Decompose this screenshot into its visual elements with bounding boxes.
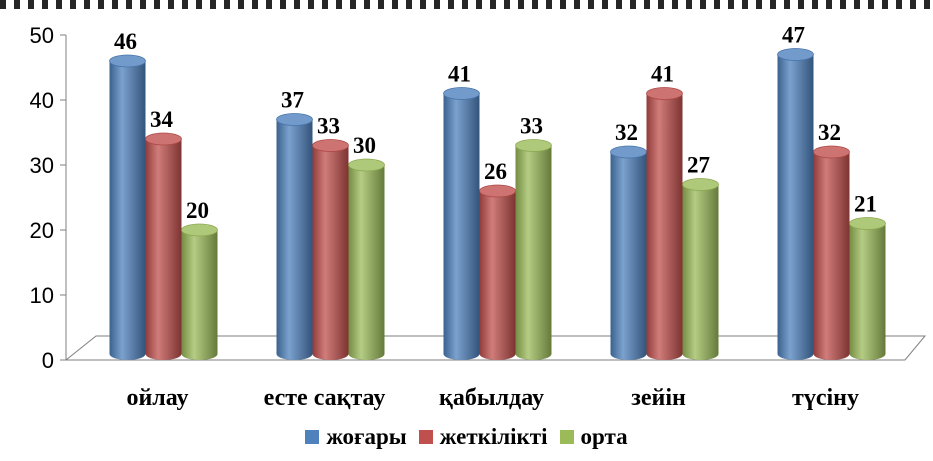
bar-body [312, 145, 349, 360]
data-label: 30 [353, 133, 376, 158]
bar-body [813, 152, 850, 360]
data-label: 46 [114, 29, 137, 54]
y-tick-label: 10 [30, 283, 54, 308]
data-label: 47 [782, 23, 805, 48]
bar-top [610, 145, 647, 159]
bar-body [145, 139, 182, 360]
bar-3-4 [682, 178, 719, 360]
legend-swatch [418, 430, 433, 444]
bar-body [777, 54, 814, 360]
legend-item: орта [559, 424, 628, 450]
data-label: 37 [281, 88, 304, 113]
bar-top [348, 158, 385, 172]
bar-3-1 [181, 223, 218, 360]
bar-body [181, 230, 218, 360]
bar-body [479, 191, 516, 360]
category-label: есте сақтау [264, 385, 386, 411]
data-label: 33 [520, 114, 543, 139]
y-tick-label: 30 [30, 153, 54, 178]
category-label: түсіну [792, 385, 859, 411]
y-tick-label: 20 [30, 218, 54, 243]
bar-top [682, 178, 719, 191]
bar-top [515, 139, 552, 152]
legend: жоғары жеткілікті орта [0, 424, 933, 450]
bar-top [145, 132, 182, 146]
y-tick-label: 50 [30, 23, 54, 48]
bar-top [312, 139, 349, 152]
bar-1-4 [610, 145, 647, 360]
y-axis: 0 10 20 30 40 50 [30, 23, 67, 373]
data-label: 33 [317, 114, 340, 139]
bar-2-5 [813, 145, 850, 360]
bar-top [181, 223, 218, 237]
bar-2-4 [646, 87, 683, 360]
bar-3-5 [849, 217, 886, 360]
bar-body [682, 184, 719, 360]
bar-2-3 [479, 184, 516, 360]
bars-group [109, 48, 886, 360]
legend-label: жеткілікті [439, 424, 548, 449]
bar-body [646, 93, 683, 360]
bar-body [610, 152, 647, 360]
data-label: 41 [448, 62, 471, 87]
bar-top [813, 145, 850, 159]
bar-1-5 [777, 48, 814, 360]
bar-1-1 [109, 54, 146, 360]
y-tick-label: 40 [30, 88, 54, 113]
category-label: зейін [631, 385, 686, 411]
data-label: 32 [615, 120, 638, 145]
legend-item: жоғары [305, 424, 407, 450]
bar-top [777, 48, 814, 61]
bar-top [276, 113, 313, 126]
bar-top [479, 184, 516, 198]
data-label: 27 [687, 153, 710, 178]
legend-swatch [559, 430, 574, 444]
data-label: 21 [854, 192, 877, 217]
legend-label: орта [580, 424, 628, 449]
bar-1-3 [443, 87, 480, 360]
category-label: ойлау [126, 385, 188, 411]
data-label: 34 [150, 107, 174, 132]
bar-3-3 [515, 139, 552, 360]
bar-top [646, 87, 683, 100]
y-tick-label: 0 [42, 348, 54, 373]
bar-top [849, 217, 886, 230]
bar-body [443, 93, 480, 360]
legend-item: жеткілікті [418, 424, 548, 450]
category-label: қабылдау [439, 385, 544, 411]
cropped-top-text [0, 0, 933, 9]
data-label: 26 [484, 159, 507, 184]
legend-label: жоғары [326, 424, 407, 449]
bar-body [109, 61, 146, 360]
bar-1-2 [276, 113, 313, 360]
bar-top [443, 87, 480, 100]
bar-3-2 [348, 158, 385, 360]
bar-top [109, 54, 146, 68]
data-label: 32 [818, 120, 841, 145]
category-labels: ойлау есте сақтау қабылдау зейін түсіну [126, 385, 859, 411]
bar-body [515, 145, 552, 360]
bar-body [849, 223, 886, 360]
legend-swatch [305, 430, 320, 444]
bar-2-2 [312, 139, 349, 360]
bar-2-1 [145, 132, 182, 360]
bar-body [276, 119, 313, 360]
data-label: 20 [186, 198, 209, 223]
data-label: 41 [651, 62, 674, 87]
bar-body [348, 165, 385, 360]
value-labels: 46 34 20 37 33 30 41 26 33 32 41 27 47 32 21 [114, 23, 877, 224]
